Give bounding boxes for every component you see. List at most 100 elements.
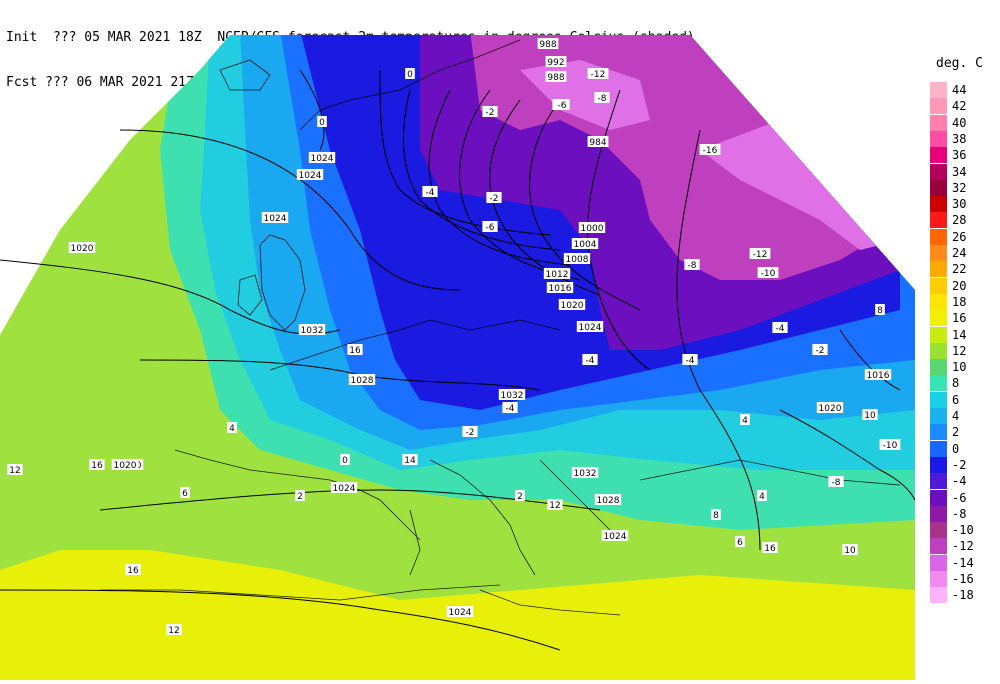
isobar-label-text: 1004	[574, 240, 597, 250]
isobar-label-bg	[543, 268, 571, 279]
isobar-label-text: 1016	[549, 284, 572, 294]
legend-item: 22	[930, 261, 996, 278]
legend-label: -8	[952, 506, 967, 521]
legend-swatch	[930, 391, 947, 408]
temperature-label: -12	[587, 68, 609, 80]
isobar-label-text: 1024	[299, 171, 322, 181]
temperature-label-bg	[554, 99, 570, 110]
temperature-label-text: -12	[753, 250, 768, 260]
isobar-label-text: 992	[547, 58, 564, 68]
temperature-label-bg	[180, 487, 190, 498]
legend-swatch	[930, 375, 947, 392]
temperature-label-text: -4	[776, 324, 785, 334]
temperature-label-bg	[295, 490, 305, 501]
isobar-label-bg	[576, 321, 604, 332]
legend-title: deg. C	[936, 56, 983, 71]
temperature-label-text: 8	[877, 306, 883, 316]
temperature-label-bg	[740, 414, 750, 425]
temperature-field	[0, 35, 915, 680]
legend-item: 44	[930, 82, 996, 98]
isobar-label-bg	[308, 152, 336, 163]
isobar-label-bg	[111, 459, 139, 470]
temperature-label-bg	[340, 454, 350, 465]
legend-swatch	[930, 424, 947, 441]
temperature-label-bg	[828, 476, 844, 487]
temperature-label: 6	[180, 487, 190, 499]
legend-label: 2	[952, 425, 960, 440]
isobar-label: 1032	[571, 467, 599, 479]
temperature-label: 12	[547, 499, 563, 511]
legend-swatch	[930, 538, 947, 555]
isobar-label-text: 1016	[867, 371, 890, 381]
isobar-label: 988	[545, 71, 567, 83]
legend-label: -10	[952, 523, 974, 538]
temperature-label-bg	[772, 322, 788, 333]
temperature-label-bg	[842, 544, 858, 555]
isobar-label: 1028	[594, 494, 622, 506]
isobar-label-text: 1020	[71, 244, 94, 254]
legend-swatch	[930, 293, 947, 310]
legend-item: 14	[930, 326, 996, 343]
isobar-label-bg	[571, 238, 599, 249]
legend-label: -12	[952, 539, 974, 554]
temperature-label: 10	[842, 544, 858, 556]
temperature-label-text: -8	[598, 94, 607, 104]
temperature-label: 6	[735, 536, 745, 548]
temperature-label-text: 12	[549, 501, 560, 511]
forecast-map: 1024 1024 1020 1032 1028 1024 1032 1032 1028 1024…	[0, 30, 916, 680]
temperature-label-text: -4	[586, 356, 595, 366]
isobar-label-bg	[446, 606, 474, 617]
temperature-label: -12	[749, 248, 771, 260]
legend-item: 42	[930, 98, 996, 115]
isobar-label-text: 1020	[819, 404, 842, 414]
temperature-label-text: -6	[558, 101, 567, 111]
legend-item: 40	[930, 114, 996, 131]
temperature-label-bg	[227, 422, 237, 433]
temperature-label-bg	[317, 116, 327, 127]
temperature-label: 0	[340, 454, 350, 466]
temperature-label: 4	[757, 490, 767, 502]
isobar-label-text: 1028	[351, 376, 374, 386]
legend-item: -8	[930, 505, 996, 522]
legend-item: 8	[930, 375, 996, 392]
legend-item: 28	[930, 212, 996, 229]
temperature-label-text: 16	[764, 544, 776, 554]
legend-label: -4	[952, 474, 967, 489]
temperature-label: 4	[740, 414, 750, 426]
temperature-label-text: -6	[486, 223, 495, 233]
isobar-label: 984	[587, 136, 609, 148]
temperature-label-bg	[762, 542, 778, 553]
isobar-label-bg	[68, 242, 96, 253]
isobar-label: 1024	[308, 152, 336, 164]
isobar-label-bg	[578, 222, 606, 233]
temperature-label-text: 14	[404, 456, 416, 466]
temperature-label-text: 10	[844, 546, 856, 556]
legend-swatch	[930, 342, 947, 359]
legend-label: 20	[952, 278, 967, 293]
temperature-label-text: 12	[9, 466, 20, 476]
temperature-label-bg	[7, 464, 23, 475]
temperature-label: 8	[711, 509, 721, 521]
legend-item: -10	[930, 522, 996, 539]
legend-item: 32	[930, 179, 996, 196]
temperature-label: 0	[405, 68, 415, 80]
legend-item: 10	[930, 359, 996, 376]
isobar-label-text: 1024	[333, 484, 356, 494]
legend-label: 34	[952, 164, 967, 179]
legend-item: 6	[930, 391, 996, 408]
temperature-label-bg	[582, 354, 598, 365]
temperature-label-bg	[422, 186, 438, 197]
temperature-label: 16	[762, 542, 778, 554]
temperature-label-bg	[682, 354, 698, 365]
temperature-label-bg	[125, 564, 141, 575]
legend-item: 24	[930, 245, 996, 261]
isobar-label-bg	[348, 374, 376, 385]
temperature-label-text: -2	[486, 108, 495, 118]
legend-swatch	[930, 196, 947, 213]
legend-swatch	[930, 277, 947, 294]
isobar-label: 1020	[68, 242, 96, 254]
temperature-label: 2	[295, 490, 305, 502]
temperature-label-text: 16	[349, 346, 361, 356]
legend-swatch	[930, 326, 947, 343]
isobar-label: 1020	[816, 402, 844, 414]
